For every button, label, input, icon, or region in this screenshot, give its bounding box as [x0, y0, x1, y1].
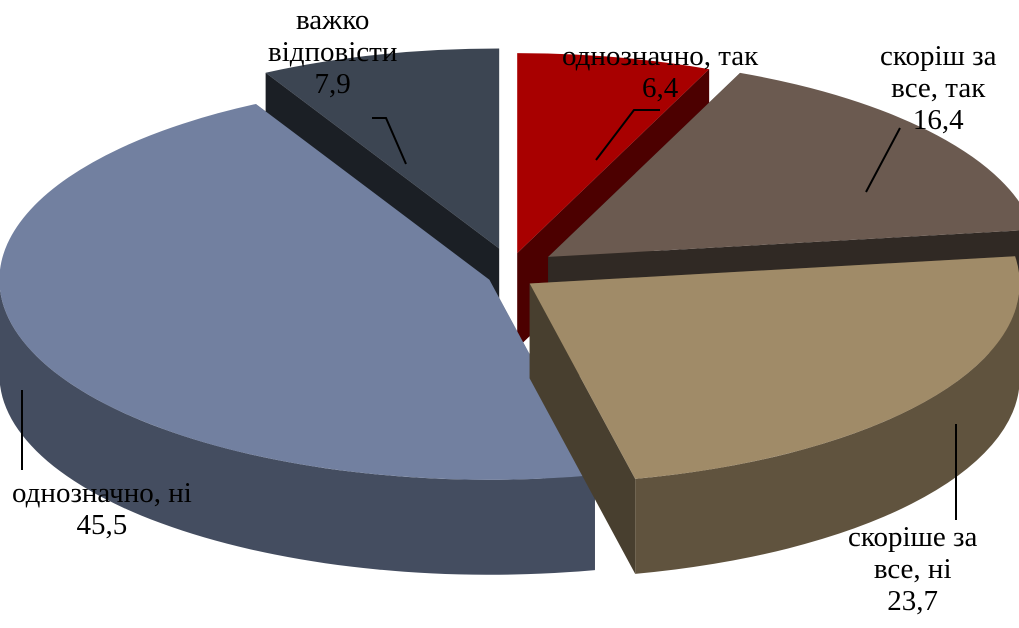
pie-slices — [0, 48, 1019, 575]
slice-label-text: все, так — [891, 72, 986, 104]
leader-lines — [21, 109, 957, 520]
slice-value: 16,4 — [912, 104, 964, 136]
slice-label-definitely-yes: однозначно, так 6,4 — [562, 40, 758, 104]
slice-value: 6,4 — [641, 72, 679, 104]
leader-line-hard-to-say — [372, 117, 407, 165]
pie-slice-definitely-no — [0, 103, 595, 575]
slice-label-definitely-no: однозначно, ні 45,5 — [12, 477, 192, 541]
slice-label-text: відповісти — [268, 36, 398, 68]
leader-line-definitely-yes — [595, 109, 660, 161]
slice-label-text: все, ні — [873, 553, 952, 585]
slice-value: 7,9 — [314, 68, 351, 100]
pie-slice-rather-no — [529, 256, 1019, 574]
slice-label-rather-no: скоріше за все, ні 23,7 — [848, 521, 977, 617]
slice-label-text: важко — [296, 4, 370, 36]
slice-label-text: скоріше за — [848, 521, 978, 553]
slice-label-rather-yes: скоріш за все, так 16,4 — [880, 40, 996, 136]
slice-value: 45,5 — [76, 509, 128, 541]
slice-label-hard-to-say: важко відповісти 7,9 — [268, 4, 397, 100]
slice-value: 23,7 — [887, 585, 939, 617]
slice-label-text: скоріш за — [880, 40, 997, 72]
slice-label-text: однозначно, так — [562, 40, 759, 72]
slice-label-text: однозначно, ні — [12, 477, 192, 509]
leader-line-rather-yes — [865, 127, 901, 193]
